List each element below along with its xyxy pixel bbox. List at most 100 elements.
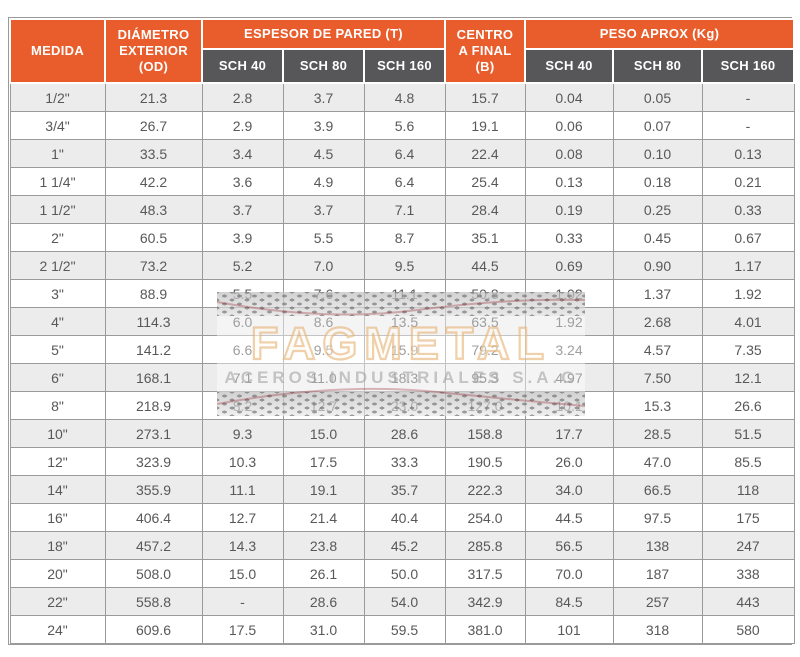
value-cell: 35.1 xyxy=(444,223,526,252)
value-cell: 158.8 xyxy=(444,419,526,448)
value-cell: 6.4 xyxy=(363,167,446,196)
value-cell: 54.0 xyxy=(363,587,446,616)
value-cell: 34.0 xyxy=(524,475,614,504)
value-cell: 609.6 xyxy=(104,615,203,644)
value-cell: 318 xyxy=(612,615,703,644)
row-size-cell: 5" xyxy=(9,335,106,364)
value-cell: 5.2 xyxy=(201,251,284,280)
value-cell: 1.17 xyxy=(701,251,795,280)
value-cell: 15.0 xyxy=(282,419,365,448)
row-size-cell: 4" xyxy=(9,307,106,336)
value-cell: 0.18 xyxy=(612,167,703,196)
value-cell: 0.13 xyxy=(701,139,795,168)
pipe-spec-table-frame: MEDIDA DIÁMETRO EXTERIOR (OD) ESPESOR DE… xyxy=(8,17,796,645)
value-cell: 3.9 xyxy=(201,223,284,252)
value-cell: - xyxy=(701,82,795,112)
table-row: 8" 218.9 8.2 12.7 23.0 127.0 10.1 15.3 26.6 xyxy=(9,391,795,420)
col-header-peso-aprox: PESO APROX (Kg) xyxy=(523,18,796,50)
value-cell: 13.5 xyxy=(363,307,446,336)
value-cell: 70.0 xyxy=(524,559,614,588)
value-cell: 4.01 xyxy=(701,307,795,336)
value-cell: 28.6 xyxy=(282,587,365,616)
value-cell: 0.05 xyxy=(612,82,703,112)
value-cell: 338 xyxy=(701,559,795,588)
value-cell: 0.45 xyxy=(612,223,703,252)
value-cell: 342.9 xyxy=(444,587,526,616)
value-cell: 1.37 xyxy=(612,279,703,308)
col-header-diametro-exterior: DIÁMETRO EXTERIOR (OD) xyxy=(104,18,203,84)
value-cell: 138 xyxy=(612,531,703,560)
value-cell: 247 xyxy=(701,531,795,560)
value-cell: 168.1 xyxy=(104,363,203,392)
row-size-cell: 1 1/4" xyxy=(9,167,106,196)
value-cell: 10.1 xyxy=(524,391,614,420)
value-cell: 4.9 xyxy=(282,167,365,196)
value-cell: 33.3 xyxy=(363,447,446,476)
row-size-cell: 1" xyxy=(9,139,106,168)
value-cell: 11.1 xyxy=(363,279,446,308)
value-cell: 6.0 xyxy=(201,307,284,336)
table-row: 1/2" 21.3 2.8 3.7 4.8 15.7 0.04 0.05- xyxy=(9,82,795,112)
value-cell: 127.0 xyxy=(444,391,526,420)
value-cell: 7.35 xyxy=(701,335,795,364)
value-cell: 45.2 xyxy=(363,531,446,560)
value-cell: 2.68 xyxy=(612,307,703,336)
value-cell: 5.5 xyxy=(201,279,284,308)
value-cell: 7.1 xyxy=(363,195,446,224)
col-header-espesor-de-pared: ESPESOR DE PARED (T) xyxy=(201,18,446,50)
col-header-espesor-sch80: SCH 80 xyxy=(282,48,365,84)
value-cell: - xyxy=(201,587,284,616)
value-cell: 26.1 xyxy=(282,559,365,588)
col-header-espesor-sch40: SCH 40 xyxy=(201,48,284,84)
value-cell: 15.9 xyxy=(363,335,446,364)
value-cell: 2.8 xyxy=(201,82,284,112)
value-cell: 4.5 xyxy=(282,139,365,168)
value-cell: 5.5 xyxy=(282,223,365,252)
table-row: 16" 406.4 12.7 21.4 40.4 254.0 44.5 97.5 175 xyxy=(9,503,795,532)
value-cell: 42.2 xyxy=(104,167,203,196)
value-cell: 18.3 xyxy=(363,363,446,392)
value-cell: 355.9 xyxy=(104,475,203,504)
pipe-spec-table: MEDIDA DIÁMETRO EXTERIOR (OD) ESPESOR DE… xyxy=(9,18,796,644)
value-cell: 114.3 xyxy=(104,307,203,336)
value-cell: 3.7 xyxy=(282,195,365,224)
row-size-cell: 12" xyxy=(9,447,106,476)
row-size-cell: 2" xyxy=(9,223,106,252)
value-cell: 79.2 xyxy=(444,335,526,364)
value-cell: 0.10 xyxy=(612,139,703,168)
col-header-espesor-sch160: SCH 160 xyxy=(363,48,446,84)
value-cell: 26.0 xyxy=(524,447,614,476)
value-cell: 0.19 xyxy=(524,195,614,224)
value-cell: 0.13 xyxy=(524,167,614,196)
value-cell: 1.92 xyxy=(701,279,795,308)
table-body: 1/2" 21.3 2.8 3.7 4.8 15.7 0.04 0.05-3/4" 26.7 2.… xyxy=(9,82,795,644)
value-cell: 40.4 xyxy=(363,503,446,532)
table-row: 2" 60.5 3.9 5.5 8.7 35.1 0.33 0.45 0.67 xyxy=(9,223,795,252)
row-size-cell: 3/4" xyxy=(9,111,106,140)
value-cell: 59.5 xyxy=(363,615,446,644)
table-row: 5" 141.2 6.6 9.5 15.9 79.2 3.24 4.57 7.35 xyxy=(9,335,795,364)
value-cell: 11.1 xyxy=(201,475,284,504)
value-cell: 95.3 xyxy=(444,363,526,392)
value-cell: 73.2 xyxy=(104,251,203,280)
row-size-cell: 20" xyxy=(9,559,106,588)
value-cell: 48.3 xyxy=(104,195,203,224)
value-cell: 9.5 xyxy=(282,335,365,364)
value-cell: 19.1 xyxy=(444,111,526,140)
value-cell: 12.7 xyxy=(201,503,284,532)
value-cell: 31.0 xyxy=(282,615,365,644)
value-cell: 66.5 xyxy=(612,475,703,504)
table-row: 18" 457.2 14.3 23.8 45.2 285.8 56.5 138 247 xyxy=(9,531,795,560)
value-cell: 15.3 xyxy=(612,391,703,420)
value-cell: 323.9 xyxy=(104,447,203,476)
table-row: 1" 33.5 3.4 4.5 6.4 22.4 0.08 0.10 0.13 xyxy=(9,139,795,168)
value-cell: 0.67 xyxy=(701,223,795,252)
value-cell: 0.06 xyxy=(524,111,614,140)
value-cell: 118 xyxy=(701,475,795,504)
value-cell: 7.1 xyxy=(201,363,284,392)
value-cell: 50.8 xyxy=(444,279,526,308)
value-cell: 443 xyxy=(701,587,795,616)
value-cell: 7.50 xyxy=(612,363,703,392)
table-row: 3/4" 26.7 2.9 3.9 5.6 19.1 0.06 0.07- xyxy=(9,111,795,140)
